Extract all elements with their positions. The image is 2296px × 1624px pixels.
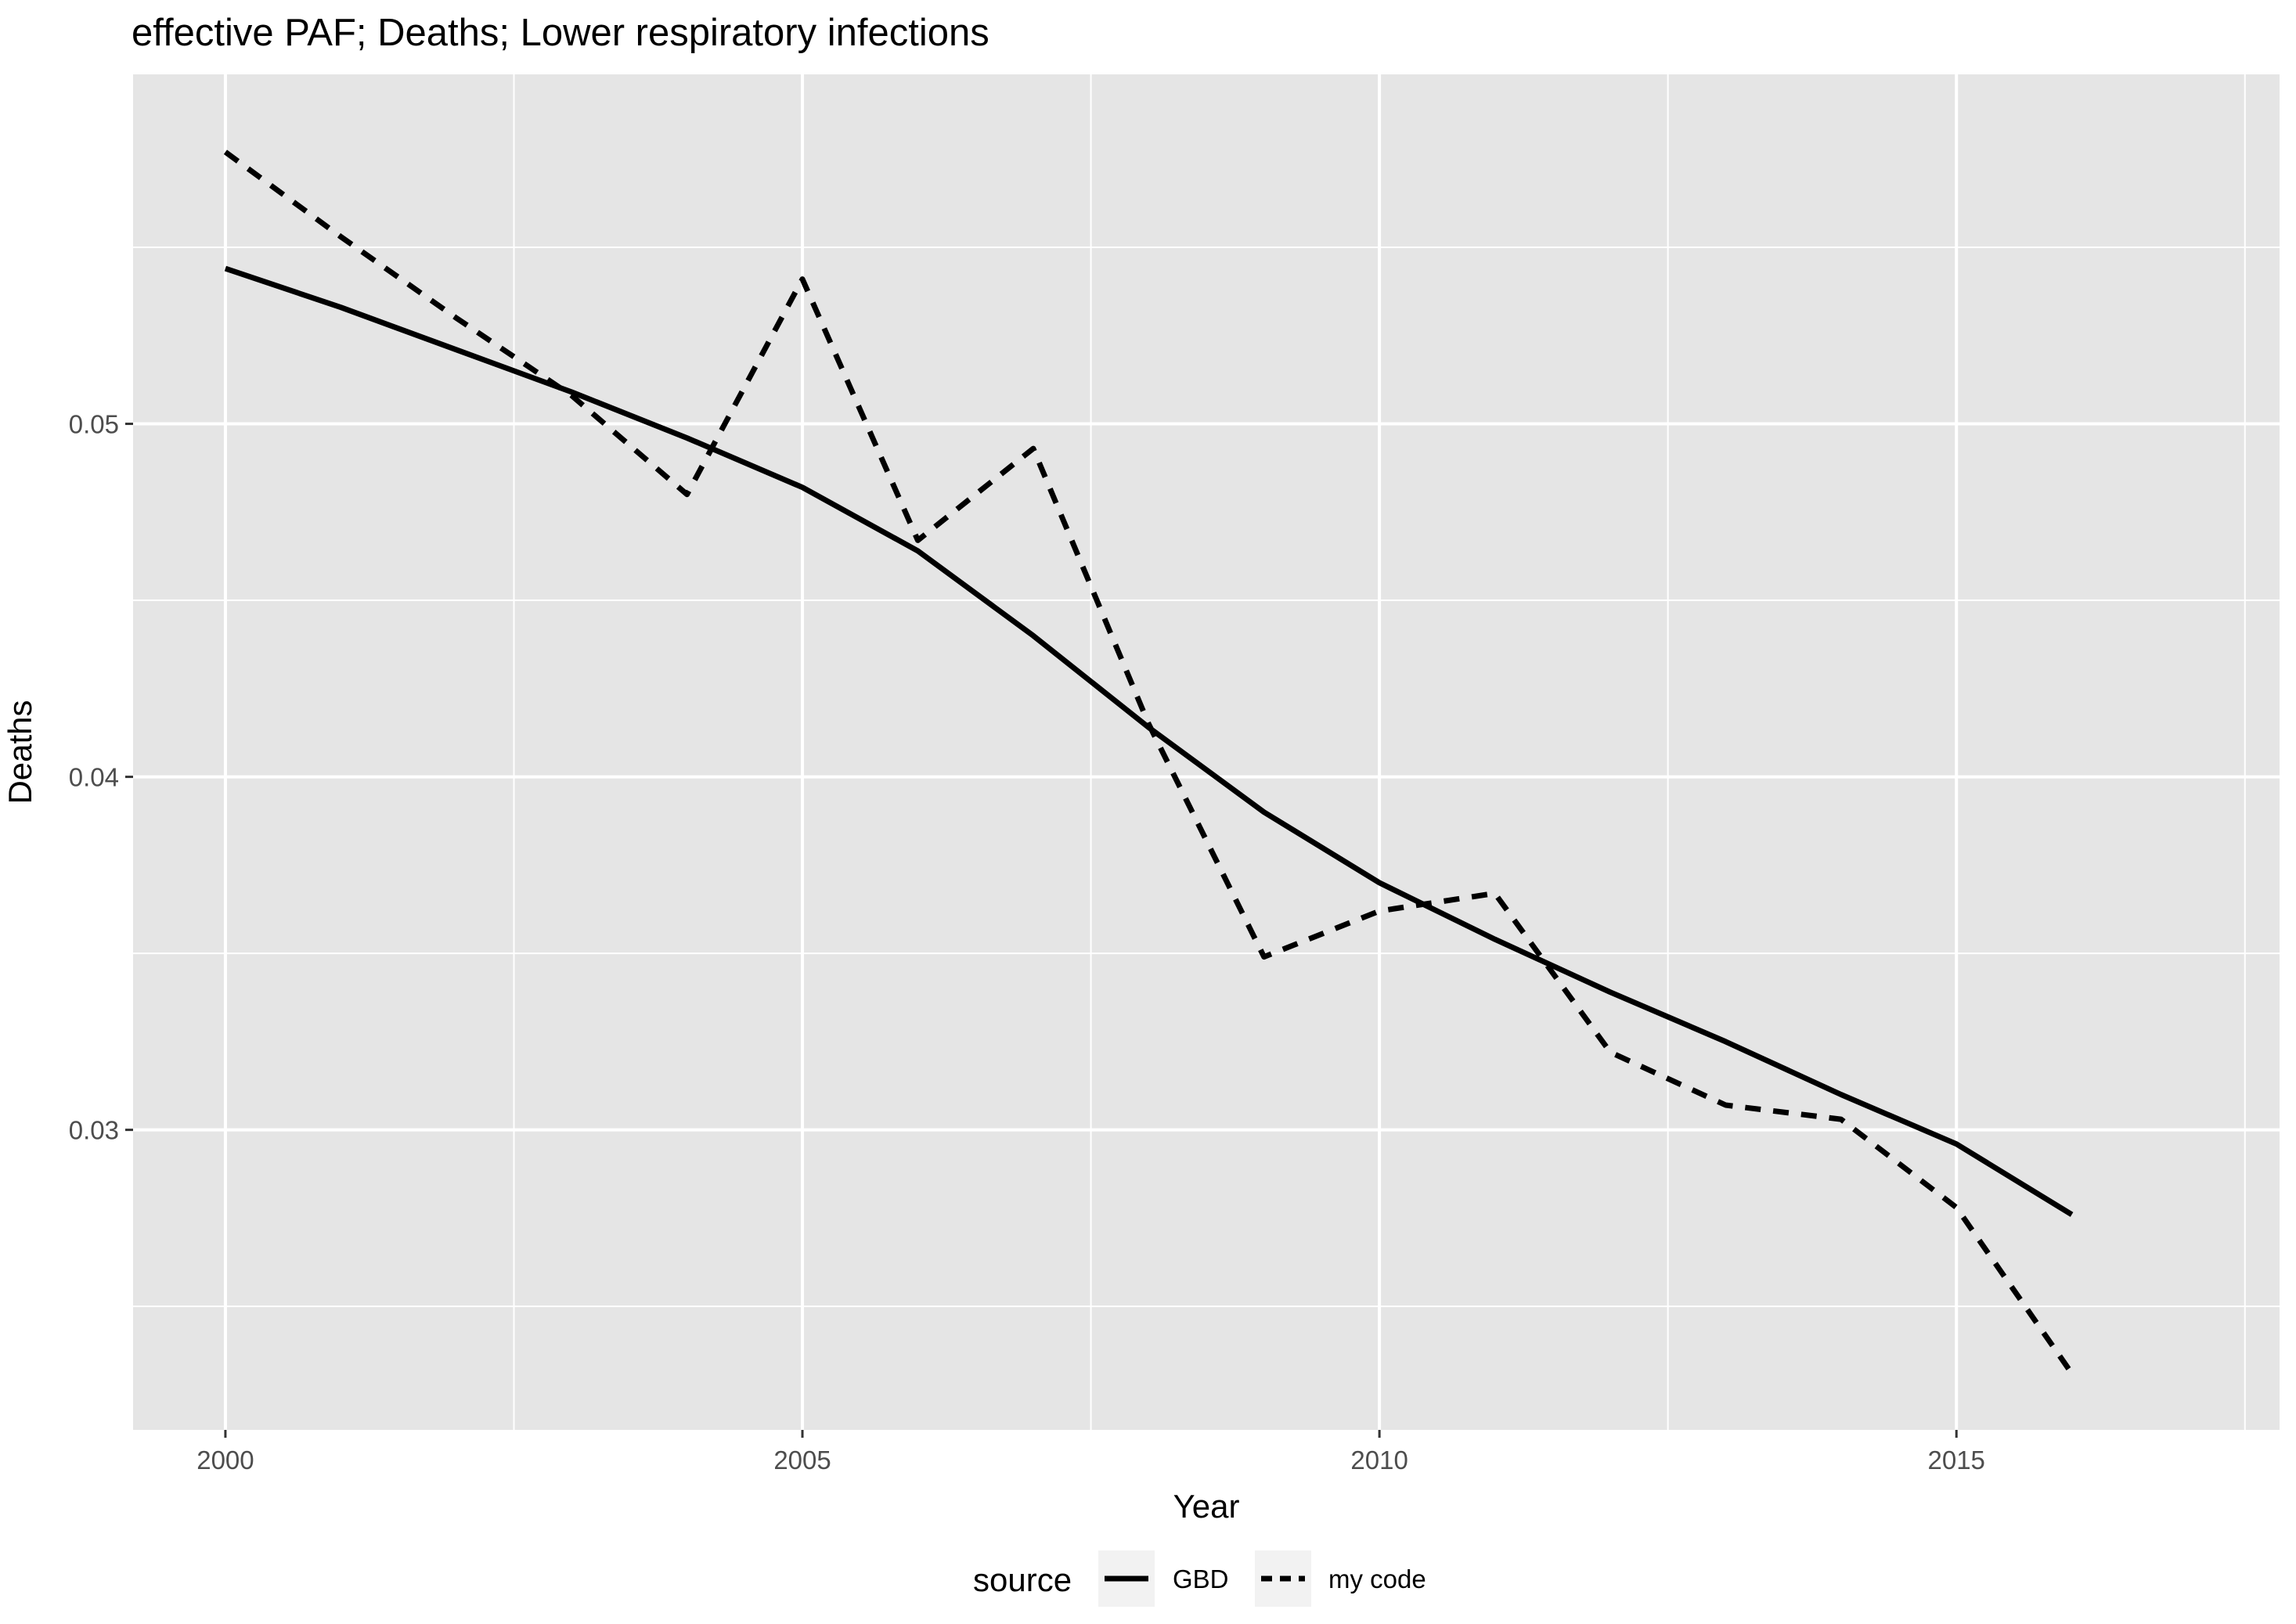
x-tick-label: 2005	[773, 1446, 831, 1475]
series-line-my-code	[223, 149, 2074, 1375]
legend: source GBD my code	[973, 1550, 1426, 1607]
y-tick-label: 0.04	[69, 763, 119, 792]
y-axis: 0.03 0.04 0.05	[69, 410, 133, 1145]
minor-gridlines	[133, 74, 2280, 1430]
legend-label-my-code: my code	[1328, 1565, 1426, 1593]
chart-title: effective PAF; Deaths; Lower respiratory…	[132, 12, 989, 54]
y-tick-label: 0.03	[69, 1116, 119, 1145]
plot-panel	[133, 74, 2280, 1430]
legend-title: source	[973, 1561, 1072, 1598]
legend-label-gbd: GBD	[1173, 1565, 1229, 1593]
x-axis-title: Year	[1173, 1488, 1240, 1525]
series-layer	[223, 149, 2074, 1375]
x-tick-label: 2000	[196, 1446, 254, 1475]
x-axis: 2000 2005 2010 2015	[196, 1430, 1985, 1475]
y-tick-label: 0.05	[69, 410, 119, 439]
y-axis-title: Deaths	[2, 700, 38, 804]
major-gridlines	[133, 74, 2280, 1430]
x-tick-label: 2015	[1928, 1446, 1985, 1475]
x-tick-label: 2010	[1350, 1446, 1408, 1475]
